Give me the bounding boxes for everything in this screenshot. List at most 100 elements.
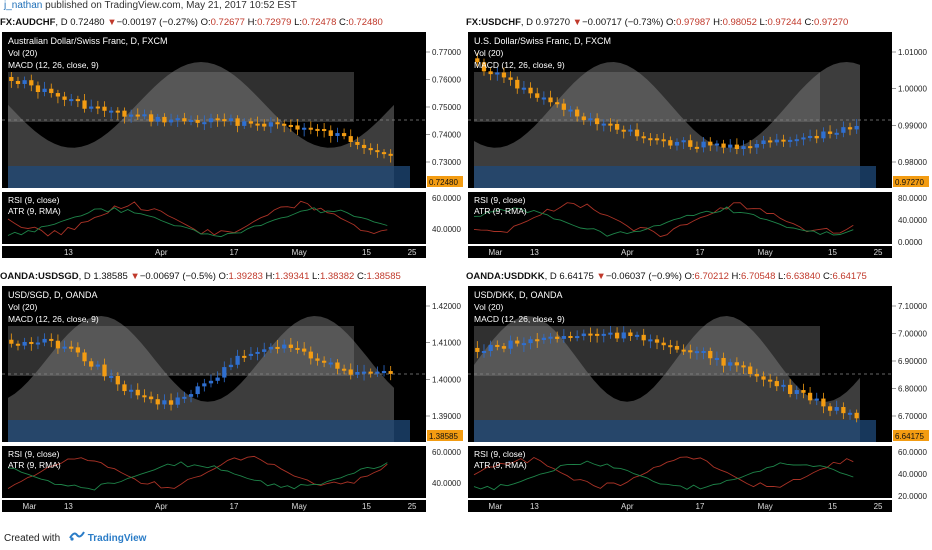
time-axis[interactable] <box>468 246 892 258</box>
indicator-tick-label: 80.0000 <box>898 194 927 203</box>
candle <box>714 143 720 146</box>
volume-band <box>474 420 876 442</box>
time-tick-label: 25 <box>874 502 883 511</box>
author-link[interactable]: j_nathan <box>4 0 43 11</box>
high-label: H: <box>731 271 742 282</box>
open-value: 1.39283 <box>228 271 266 282</box>
last-price-label: 0.97270 <box>895 178 924 187</box>
candle <box>348 369 353 375</box>
time-tick-label: 15 <box>828 502 837 511</box>
time-tick-label: 13 <box>530 502 539 511</box>
value-area-box <box>474 72 820 122</box>
candle <box>834 132 839 135</box>
candle <box>748 366 753 375</box>
candle <box>694 146 700 149</box>
price-tick-label: 1.39000 <box>432 412 461 421</box>
indicator-tick-label: 60.0000 <box>432 194 461 203</box>
open-value: 0.72677 <box>210 17 248 28</box>
chart-canvas[interactable]: USD/SGD, D, OANDA Vol (20) MACD (12, 26, c… <box>0 286 464 514</box>
candle <box>694 351 700 354</box>
chart-panel-usdchf[interactable]: FX:USDCHF, D 0.97270 ▼−0.00717 (−0.73%) … <box>466 14 930 260</box>
candle <box>42 88 47 93</box>
rsi-line <box>473 202 854 238</box>
chart-panel-usdsgd[interactable]: OANDA:USDSGD, D 1.38585 ▼−0.00697 (−0.5%… <box>0 268 464 514</box>
price-axis[interactable] <box>892 32 930 260</box>
price-axis[interactable] <box>892 286 930 514</box>
high-label: H: <box>265 271 276 282</box>
vol-label: Vol (20) <box>8 48 37 58</box>
rsi-line <box>473 456 854 489</box>
candle <box>308 351 313 359</box>
candle <box>681 349 686 352</box>
chart-canvas[interactable]: USD/DKK, D, OANDA Vol (20) MACD (12, 26, c… <box>466 286 930 514</box>
candle <box>681 140 686 143</box>
price-axis[interactable] <box>426 286 464 514</box>
candle <box>781 384 786 387</box>
price-tick-label: 1.41000 <box>432 339 461 348</box>
macd-label: MACD (12, 26, close, 9) <box>8 314 99 324</box>
open-label: O: <box>200 17 211 28</box>
rsi-label: RSI (9, close) <box>8 449 60 459</box>
chart-canvas[interactable]: U.S. Dollar/Swiss Franc, D, FXCM Vol (20)… <box>466 32 930 260</box>
high-value: 1.39341 <box>275 271 313 282</box>
last-price: , D 0.72480 <box>55 17 108 28</box>
macd-label: MACD (12, 26, close, 9) <box>8 60 99 70</box>
chart-panel-usddkk[interactable]: OANDA:USDDKK, D 6.64175 ▼−0.06037 (−0.9%… <box>466 268 930 514</box>
candle <box>235 118 240 126</box>
time-axis[interactable] <box>2 246 426 258</box>
price-axis[interactable] <box>426 32 464 260</box>
candle <box>228 118 234 121</box>
value-area-box <box>8 326 354 376</box>
chart-canvas[interactable]: Australian Dollar/Swiss Franc, D, FXCM Vo… <box>0 32 464 260</box>
candle <box>668 345 673 348</box>
candle <box>847 127 853 130</box>
candle <box>248 353 254 356</box>
candle <box>135 389 140 396</box>
volume-band <box>8 166 410 188</box>
symbol-name: OANDA:USDDKK <box>466 271 545 282</box>
price-tick-label: 0.74000 <box>432 131 461 140</box>
open-label: O: <box>666 17 677 28</box>
candle <box>561 336 566 339</box>
time-tick-label: Mar <box>23 502 37 511</box>
indicator-pane[interactable] <box>2 446 426 498</box>
candle <box>155 116 160 122</box>
time-axis[interactable] <box>468 500 892 512</box>
vol-label: Vol (20) <box>474 48 503 58</box>
candle <box>62 96 67 100</box>
candle <box>62 346 67 349</box>
candle <box>122 110 127 117</box>
price-tick-label: 0.76000 <box>432 76 461 85</box>
candle <box>801 390 806 393</box>
atr-label: ATR (9, RMA) <box>8 460 61 470</box>
candle <box>9 339 14 344</box>
rsi-line <box>7 455 388 489</box>
chart-panel-audchf[interactable]: FX:AUDCHF, D 0.72480 ▼−0.00197 (−0.27%) … <box>0 14 464 260</box>
candle <box>361 144 367 149</box>
time-axis[interactable] <box>2 500 426 512</box>
symbol-name: FX:AUDCHF <box>0 17 56 28</box>
candle <box>361 371 367 374</box>
candle <box>827 406 833 411</box>
candle <box>29 80 34 86</box>
candle <box>501 346 507 349</box>
candle <box>321 360 327 363</box>
vol-label: Vol (20) <box>8 302 37 312</box>
time-tick-label: 25 <box>874 248 883 257</box>
candle <box>142 114 147 117</box>
candle <box>208 380 214 384</box>
down-arrow-icon: ▼ <box>130 271 140 282</box>
indicator-pane[interactable] <box>468 446 892 498</box>
candle <box>481 62 487 72</box>
candle <box>375 371 380 374</box>
candle <box>648 339 653 342</box>
candle <box>55 340 61 349</box>
footer-brand[interactable]: TradingView <box>87 533 147 545</box>
candle <box>268 346 274 350</box>
candle <box>575 336 580 339</box>
candle <box>541 97 547 100</box>
candle <box>42 338 47 343</box>
candle <box>581 333 586 337</box>
candle <box>801 137 806 140</box>
indicator-tick-label: 40.0000 <box>432 479 461 488</box>
